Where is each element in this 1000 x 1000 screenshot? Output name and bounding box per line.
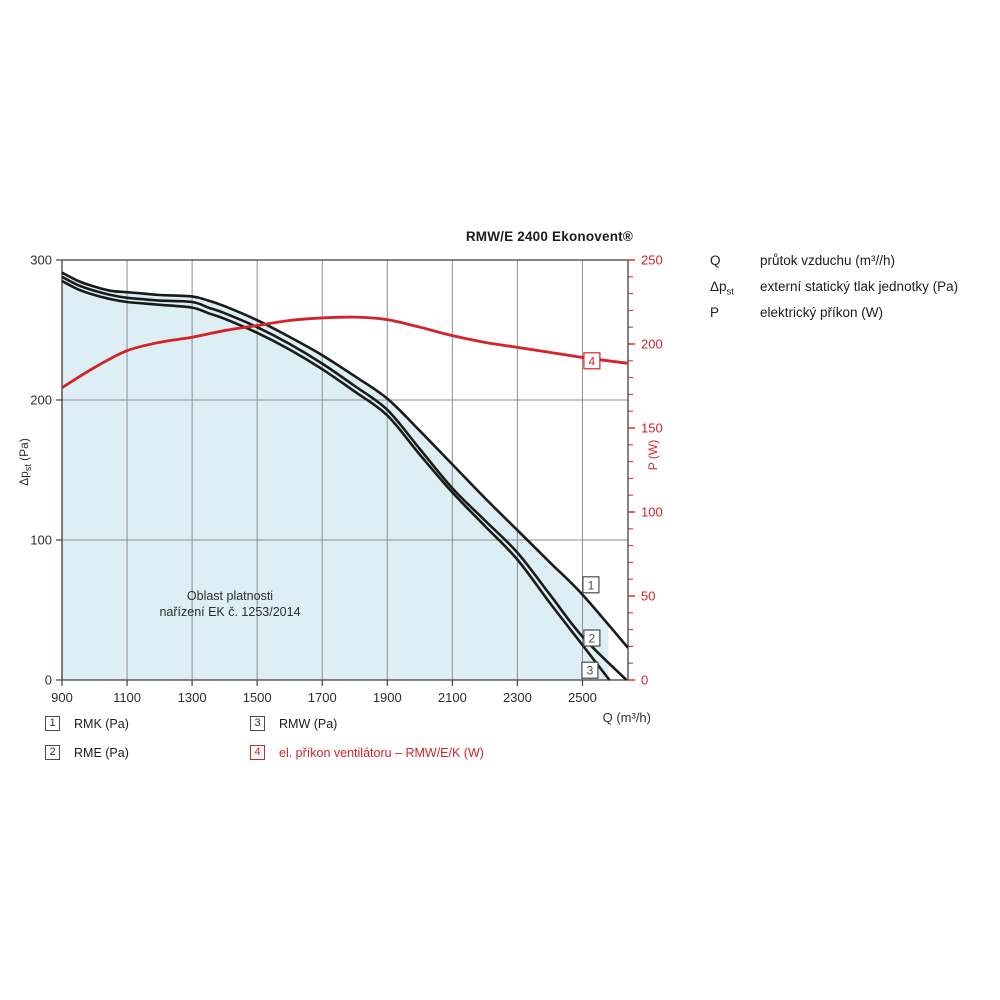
legend-label: RMW (Pa)	[279, 716, 338, 731]
y-right-tick-label: 0	[641, 673, 648, 688]
curve-marker-number-1: 1	[588, 578, 595, 592]
curve-marker-box-1	[582, 576, 600, 594]
legend-item-power: 4 el. příkon ventilátoru – RMW/E/K (W)	[250, 745, 484, 760]
definition-text: průtok vzduchu (m³//h)	[760, 253, 896, 268]
definition-symbol: Q	[710, 253, 721, 268]
x-tick-label: 900	[51, 690, 73, 705]
symbol-definitions: Q průtok vzduchu (m³//h) Δpst externí st…	[710, 251, 958, 330]
curve-marker-box-2	[583, 629, 601, 647]
legend-marker-3: 3	[250, 716, 265, 731]
legend-label: RMK (Pa)	[74, 716, 129, 731]
y-right-axis-title: P (W)	[646, 440, 660, 470]
definition-text: elektrický příkon (W)	[760, 305, 884, 321]
legend-marker-1: 1	[45, 716, 60, 731]
chart-title: RMW/E 2400 Ekonovent®	[465, 229, 633, 244]
y-right-tick-label: 200	[641, 337, 663, 352]
legend-marker-2: 2	[45, 745, 60, 760]
legend-label: RME (Pa)	[74, 745, 129, 760]
legend-marker-4: 4	[250, 745, 265, 760]
curve-marker-number-3: 3	[587, 664, 594, 678]
curve-marker-box-4	[583, 352, 601, 370]
x-tick-label: 1300	[178, 690, 207, 705]
legend-item-rmk: 1 RMK (Pa)	[45, 716, 129, 731]
curve-marker-number-4: 4	[589, 354, 596, 368]
definition-row-p: P elektrický příkon (W)	[710, 303, 958, 329]
curve-marker-box-3	[581, 661, 599, 679]
definition-text: externí statický tlak jednotky (Pa)	[760, 279, 959, 295]
curve-rme	[61, 275, 628, 681]
y-left-tick-label: 0	[45, 673, 52, 688]
legend-item-rmw: 3 RMW (Pa)	[250, 716, 337, 731]
y-left-tick-label: 300	[30, 253, 52, 268]
definition-symbol: P	[710, 305, 720, 321]
plot-frame	[61, 259, 629, 681]
y-right-tick-label: 150	[641, 421, 663, 436]
y-left-tick-label: 100	[30, 533, 52, 548]
x-axis-title: Q (m³/h)	[603, 710, 651, 725]
definition-row-q: Q průtok vzduchu (m³//h)	[710, 251, 958, 277]
validity-region	[62, 272, 609, 680]
curve-rmw	[61, 279, 611, 681]
y-right-tick-label: 250	[641, 253, 663, 268]
curve-rmk	[61, 271, 629, 649]
definition-symbol: Δpst	[710, 279, 734, 298]
x-tick-label: 1900	[373, 690, 402, 705]
x-tick-label: 1700	[308, 690, 337, 705]
definition-row-dpst: Δpst externí statický tlak jednotky (Pa)	[710, 277, 958, 303]
x-tick-label: 1100	[113, 690, 141, 705]
validity-region-label: Oblast platnosti nařízení EK č. 1253/201…	[159, 589, 301, 619]
x-tick-label: 2300	[503, 690, 532, 705]
x-tick-label: 1500	[243, 690, 272, 705]
y-left-axis-title: Δpst (Pa)	[17, 438, 33, 486]
x-tick-label: 2500	[568, 690, 597, 705]
curve-marker-number-2: 2	[589, 632, 596, 646]
curve-el-p-kon-ventil-toru-rmw-e-k	[61, 315, 629, 389]
legend-label: el. příkon ventilátoru – RMW/E/K (W)	[279, 745, 484, 760]
x-tick-label: 2100	[438, 690, 467, 705]
y-right-tick-label: 100	[641, 505, 663, 520]
legend-item-rme: 2 RME (Pa)	[45, 745, 129, 760]
y-right-tick-label: 50	[641, 589, 655, 604]
y-left-tick-label: 200	[30, 393, 52, 408]
